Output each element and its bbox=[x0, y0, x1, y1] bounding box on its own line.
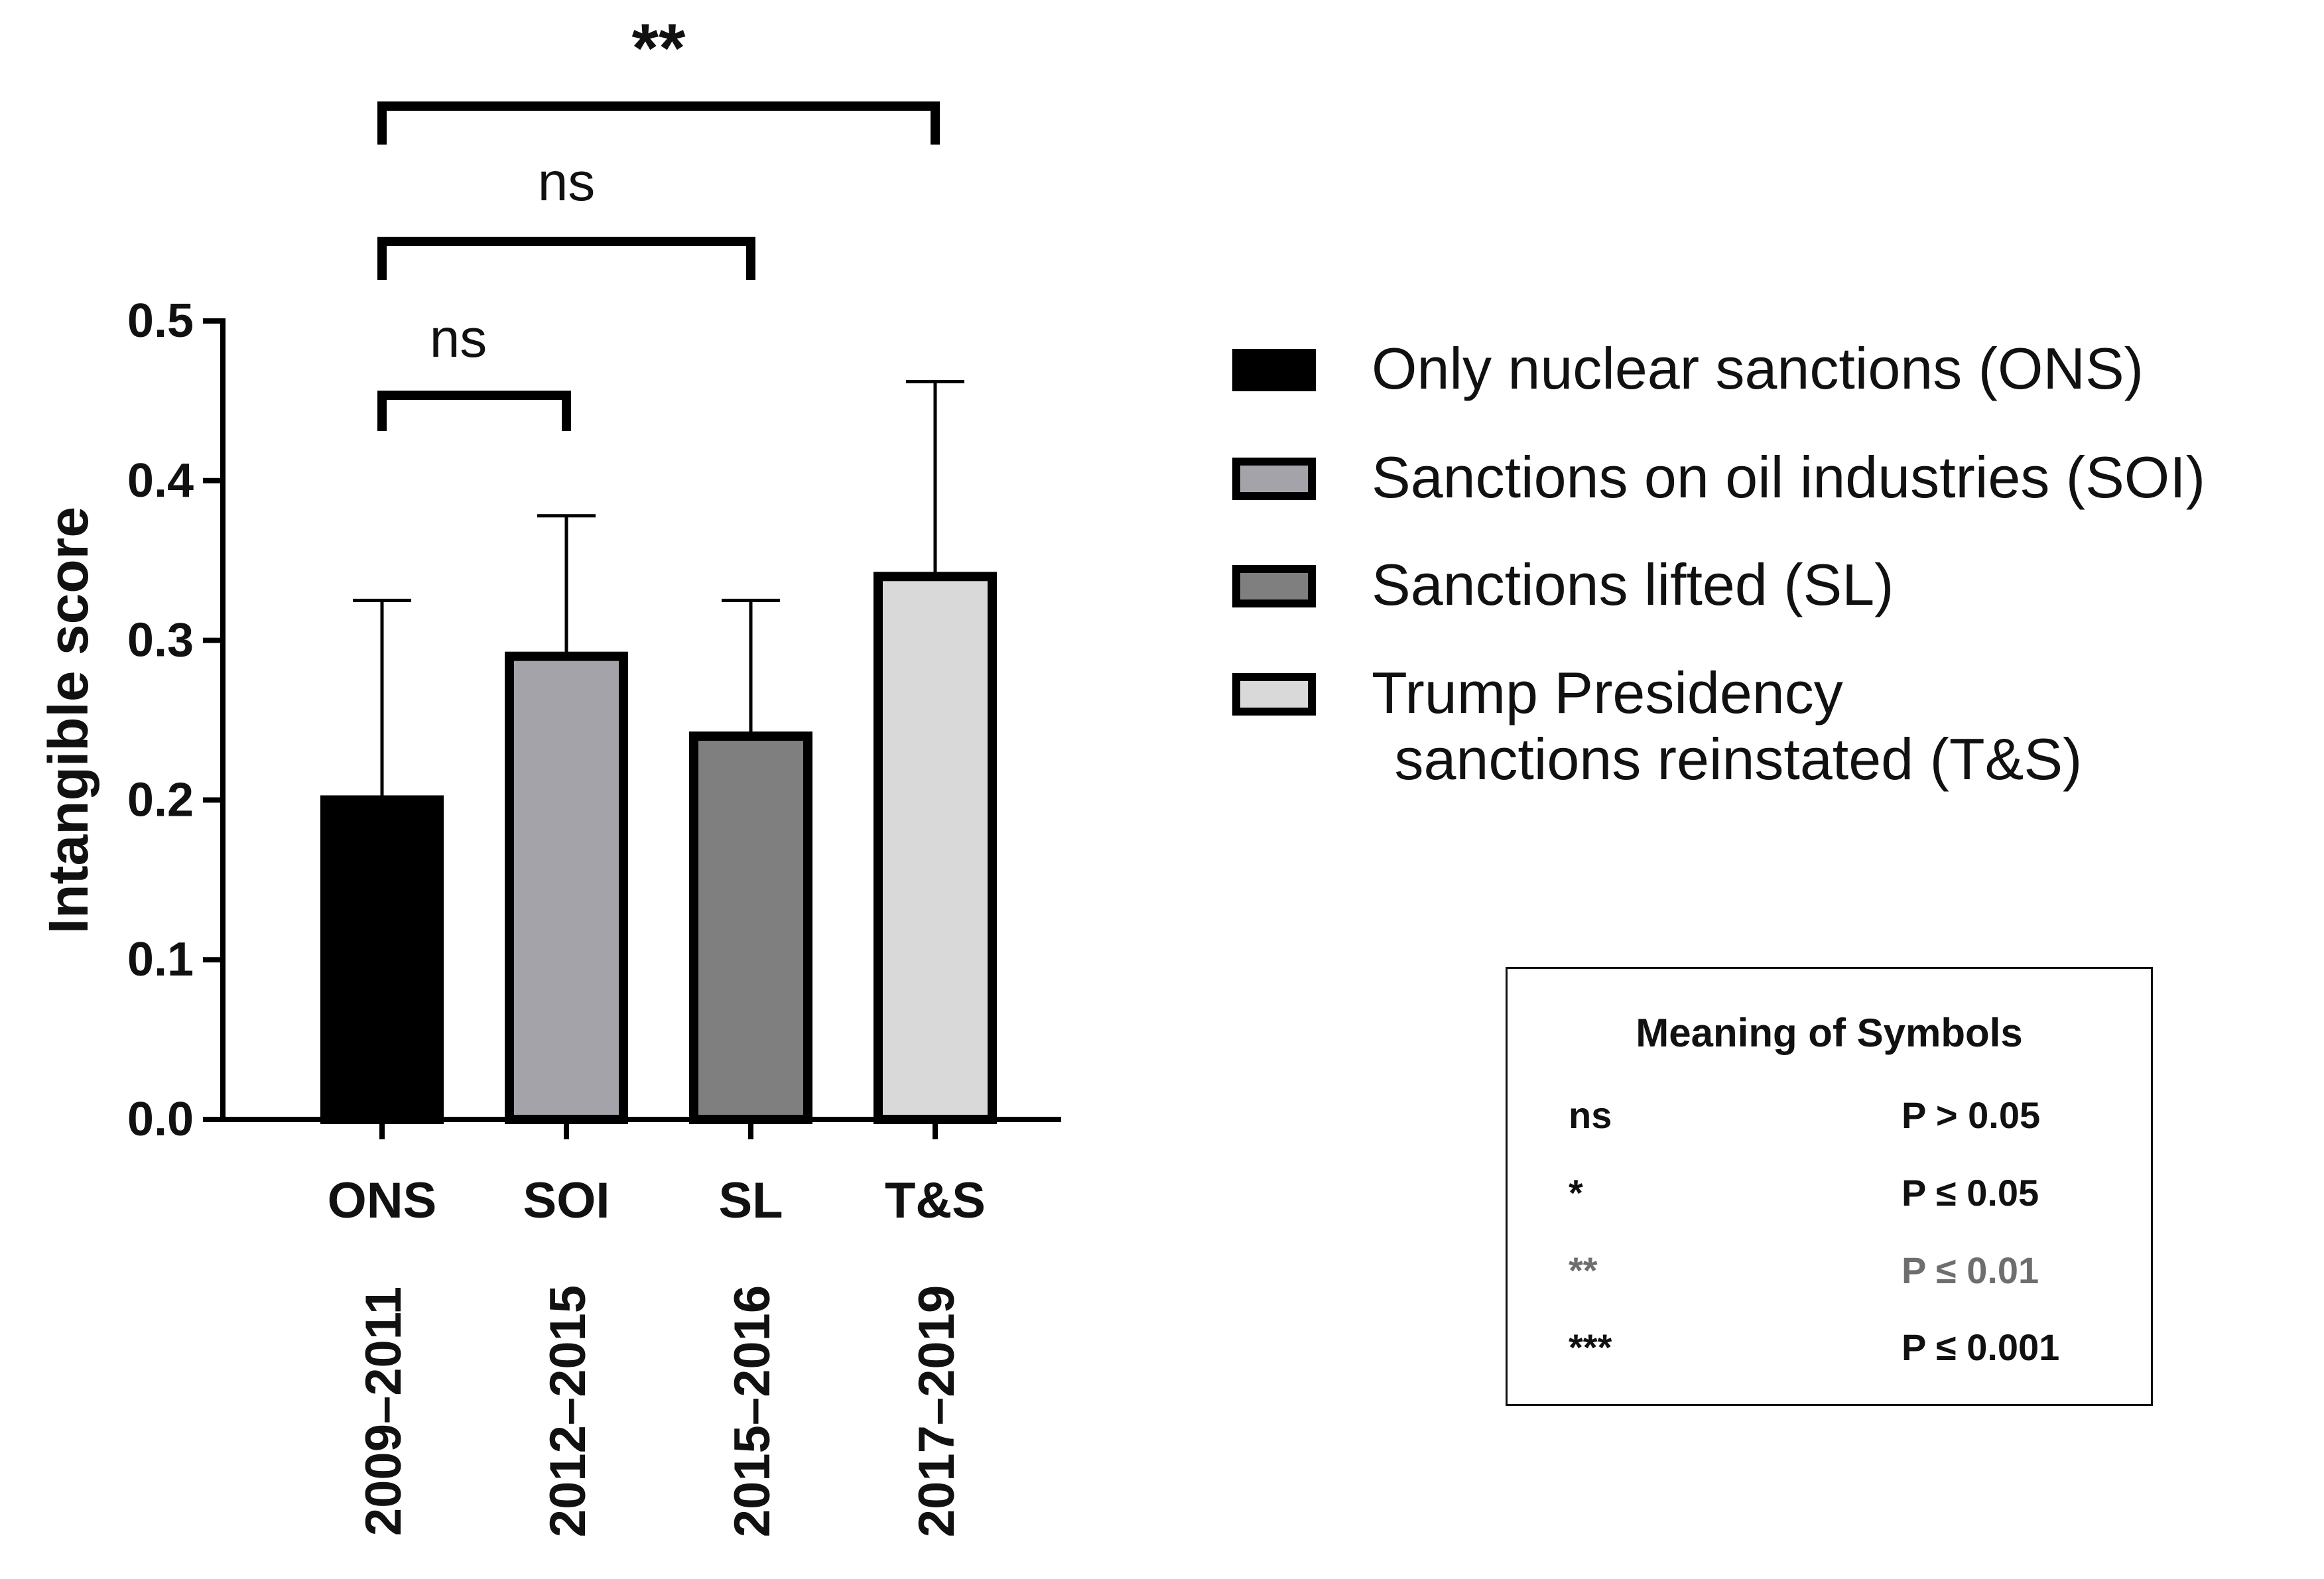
symbol-row: * P ≤ 0.05 bbox=[1569, 1171, 2124, 1218]
x-tick-label: SOI bbox=[523, 1172, 610, 1229]
significance-label: ns bbox=[430, 308, 487, 369]
legend-label-line: sanctions reinstated (T&S) bbox=[1378, 726, 2082, 792]
legend-label-line: Trump Presidency bbox=[1372, 660, 1843, 726]
symbol-meaning: P ≤ 0.01 bbox=[1902, 1249, 2039, 1291]
symbols-legend-box: Meaning of Symbols ns P > 0.05 * P ≤ 0.0… bbox=[1506, 967, 2153, 1406]
significance-label: ns bbox=[538, 152, 596, 212]
symbol-mark: * bbox=[1569, 1172, 1583, 1214]
significance-bracket bbox=[377, 237, 755, 280]
bar-SL bbox=[689, 731, 812, 1124]
symbol-meaning: P ≤ 0.05 bbox=[1902, 1172, 2039, 1214]
bar-SOI bbox=[505, 651, 628, 1124]
symbols-title: Meaning of Symbols bbox=[1636, 1011, 2023, 1055]
significance-bracket bbox=[377, 391, 571, 431]
y-tick-label: 0.4 bbox=[127, 454, 194, 507]
x-tick-label: ONS bbox=[328, 1172, 437, 1229]
x-period-label: 2012–2015 bbox=[540, 1285, 596, 1537]
legend-label: Sanctions on oil industries (SOI) bbox=[1372, 444, 2205, 510]
symbol-row: ** P ≤ 0.01 bbox=[1569, 1249, 2124, 1295]
y-tick-label: 0.3 bbox=[127, 614, 194, 667]
legend-label-line: Only nuclear sanctions (ONS) bbox=[1372, 336, 2144, 401]
symbol-mark: ns bbox=[1569, 1094, 1612, 1136]
significance-bracket bbox=[377, 101, 940, 145]
symbol-row: *** P ≤ 0.001 bbox=[1569, 1326, 2124, 1372]
bar-T&S bbox=[873, 572, 997, 1124]
legend-swatch bbox=[1232, 458, 1316, 500]
symbol-row: ns P > 0.05 bbox=[1569, 1094, 2124, 1140]
legend-label: Trump Presidency sanctions reinstated (T… bbox=[1372, 660, 2082, 792]
legend-label: Only nuclear sanctions (ONS) bbox=[1372, 336, 2144, 401]
y-tick-label: 0.0 bbox=[127, 1093, 194, 1146]
y-tick-label: 0.2 bbox=[127, 773, 194, 826]
bar-ONS bbox=[320, 795, 444, 1125]
x-tick-label: T&S bbox=[885, 1172, 986, 1229]
y-axis-title: Intangible score bbox=[37, 507, 99, 934]
legend-swatch bbox=[1232, 565, 1316, 607]
legend-label: Sanctions lifted (SL) bbox=[1372, 552, 1894, 617]
symbol-meaning: P ≤ 0.001 bbox=[1902, 1326, 2060, 1368]
symbol-meaning: P > 0.05 bbox=[1902, 1094, 2041, 1136]
x-tick-label: SL bbox=[718, 1172, 783, 1229]
legend-label-line: Sanctions lifted (SL) bbox=[1372, 552, 1894, 617]
symbol-mark: ** bbox=[1569, 1249, 1598, 1291]
legend-swatch bbox=[1232, 349, 1316, 391]
y-tick-label: 0.1 bbox=[127, 933, 194, 986]
symbol-mark: *** bbox=[1569, 1326, 1612, 1368]
legend-swatch bbox=[1232, 673, 1316, 716]
legend-label-line: Sanctions on oil industries (SOI) bbox=[1372, 444, 2205, 510]
x-period-label: 2017–2019 bbox=[909, 1285, 965, 1537]
x-period-label: 2015–2016 bbox=[724, 1285, 781, 1537]
x-period-label: 2009–2011 bbox=[355, 1287, 412, 1536]
y-tick-label: 0.5 bbox=[127, 294, 194, 347]
significance-label: ** bbox=[632, 10, 686, 87]
